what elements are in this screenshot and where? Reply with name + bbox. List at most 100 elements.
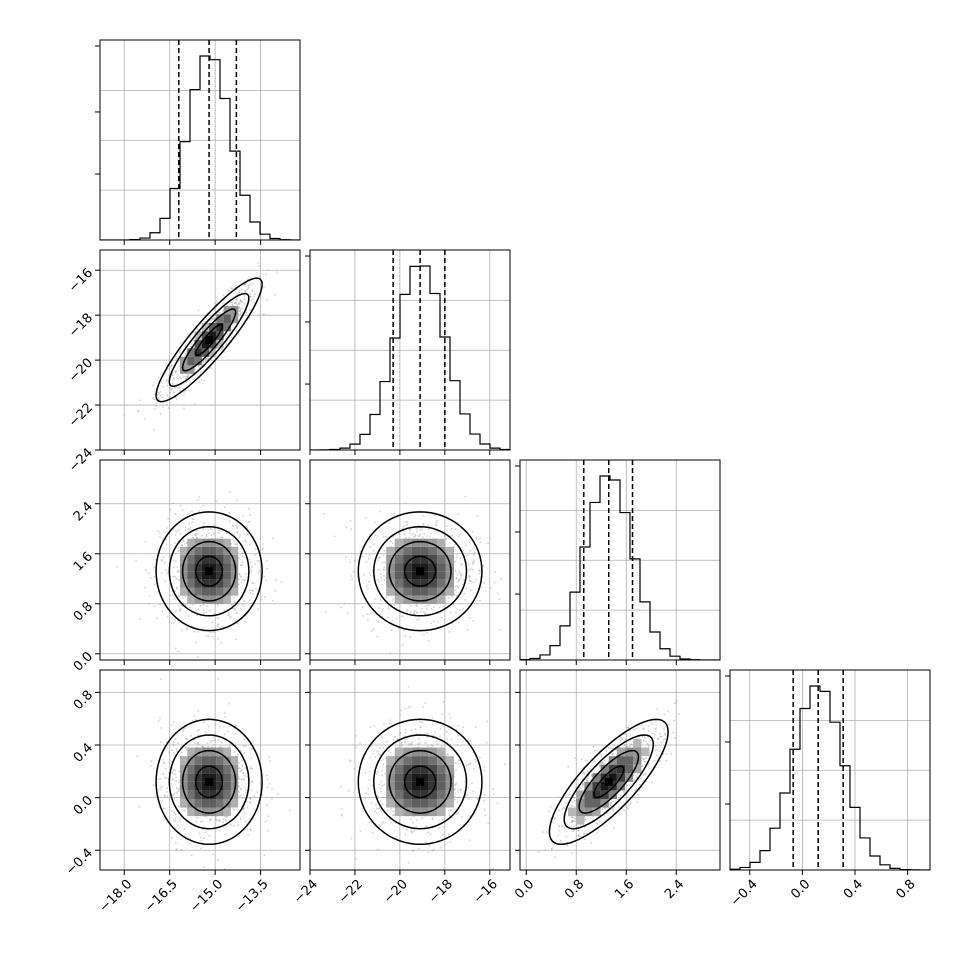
sample-point [144,540,147,543]
density-cell [600,781,609,791]
sample-point [459,762,462,764]
sample-point [188,842,191,845]
density-cell [616,747,626,757]
sample-point [572,816,575,819]
density-cell [437,807,446,817]
sample-point [116,566,119,568]
sample-point [399,732,402,734]
sample-point [225,532,228,534]
density-cell [394,773,404,782]
sample-point [472,767,475,770]
sample-point [155,405,157,407]
sample-point [486,542,489,545]
density-cell [394,554,404,564]
contour-line-2 [373,734,468,830]
density-cell [194,595,202,604]
sample-point [441,818,444,821]
sample-point [469,550,472,552]
density-cell [428,595,438,604]
sample-point [390,602,393,605]
sample-point [240,818,242,821]
sample-point [384,757,387,759]
sample-point [136,755,139,758]
sample-point [656,708,658,711]
density-cell [223,322,231,332]
sample-point [194,534,197,537]
sample-point [483,808,486,811]
sample-point [411,533,413,536]
sample-point [159,390,162,393]
sample-point [210,818,212,821]
sample-point [656,737,659,740]
sample-point [244,283,247,285]
sample-point [419,610,422,613]
sample-point [414,728,417,730]
density-cell [411,756,421,765]
sample-point [172,777,175,780]
sample-point [248,817,251,820]
density-cell [209,773,217,782]
density-cell [194,339,202,349]
sample-point [240,307,243,310]
density-cell [420,538,429,547]
sample-point [400,709,403,712]
sample-point [178,595,181,598]
density-cell [201,322,210,332]
sample-point [374,598,376,600]
sample-point [453,808,456,811]
sample-point [249,767,252,770]
sample-point [181,509,184,511]
density-cell [187,595,195,604]
sample-point [448,600,450,603]
density-cell [403,571,412,580]
sample-point [382,536,385,539]
sample-point [198,832,201,835]
sample-point [274,590,277,593]
contour-line-2 [168,734,250,830]
sample-point [627,726,629,729]
sample-point [183,375,185,378]
sample-point [642,774,645,776]
sample-point [448,630,451,633]
sample-point [206,357,209,360]
sample-point [165,569,167,571]
sample-point [153,605,156,608]
sample-point [343,602,346,605]
sample-point [216,859,219,861]
sample-point [238,785,240,788]
sample-point [157,778,160,781]
sample-point [239,300,242,302]
sample-point [276,793,279,795]
sample-point [253,295,256,298]
sample-point [244,283,246,286]
sample-point [466,763,469,766]
sample-point [457,581,460,583]
sample-point [173,811,175,814]
sample-point [380,790,382,793]
sample-point [437,621,440,624]
sample-point [570,820,573,823]
density-cell [216,587,224,596]
sample-point [577,834,580,837]
sample-point [138,399,141,402]
sample-point [664,737,667,740]
contour-line-3 [155,277,263,403]
sample-point [218,829,221,832]
sample-point [170,364,173,367]
sample-point [258,560,260,563]
sample-point [386,809,389,812]
sample-point [152,384,155,387]
sample-point [454,569,457,572]
sample-point [244,744,247,747]
sample-point [166,527,169,530]
sample-point [204,358,207,361]
sample-point [659,750,662,753]
sample-point [629,803,632,806]
sample-point [468,574,471,577]
sample-point [362,555,364,558]
density-cell [633,747,642,757]
sample-point [173,566,176,569]
sample-point [179,609,182,611]
sample-point [407,706,410,709]
sample-point [236,753,239,756]
